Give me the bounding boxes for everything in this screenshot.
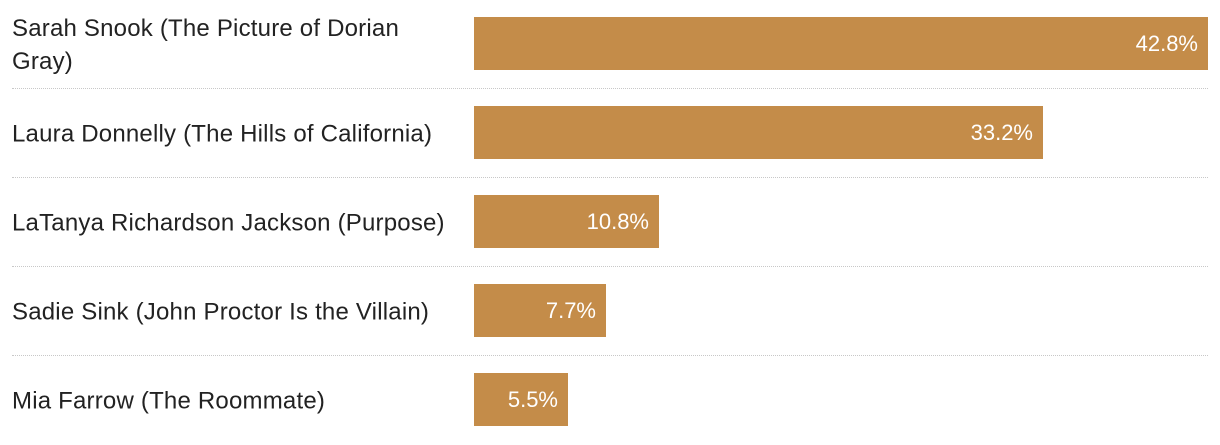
category-label: Sadie Sink (John Proctor Is the Villain): [12, 298, 430, 325]
bar-row: Mia Farrow (The Roommate) 5.5%: [12, 356, 1208, 445]
bar-chart: Sarah Snook (The Picture of Dorian Gray)…: [12, 0, 1208, 426]
bar-row: Sarah Snook (The Picture of Dorian Gray)…: [12, 0, 1208, 89]
category-label: Laura Donnelly (The Hills of California): [12, 120, 433, 147]
bar: 33.2%: [474, 106, 1043, 159]
bar-row: Sadie Sink (John Proctor Is the Villain)…: [12, 267, 1208, 356]
bar-value-label: 10.8%: [586, 208, 649, 234]
bar: 5.5%: [474, 373, 568, 426]
row-divider: [12, 355, 1208, 356]
bar-value-label: 33.2%: [970, 119, 1033, 145]
bar: 7.7%: [474, 284, 606, 337]
bar-value-label: 7.7%: [545, 297, 596, 323]
row-divider: [12, 266, 1208, 267]
row-divider: [12, 177, 1208, 178]
bar: 42.8%: [474, 17, 1208, 70]
bar-row: LaTanya Richardson Jackson (Purpose) 10.8…: [12, 178, 1208, 267]
bar-row: Laura Donnelly (The Hills of California)…: [12, 89, 1208, 178]
category-label: LaTanya Richardson Jackson (Purpose): [12, 209, 445, 236]
category-label: Sarah Snook (The Picture of Dorian Gray): [12, 14, 399, 75]
row-divider: [12, 88, 1208, 89]
category-label: Mia Farrow (The Roommate): [12, 387, 326, 414]
bar: 10.8%: [474, 195, 659, 248]
bar-value-label: 5.5%: [507, 386, 558, 412]
bar-value-label: 42.8%: [1135, 30, 1198, 56]
